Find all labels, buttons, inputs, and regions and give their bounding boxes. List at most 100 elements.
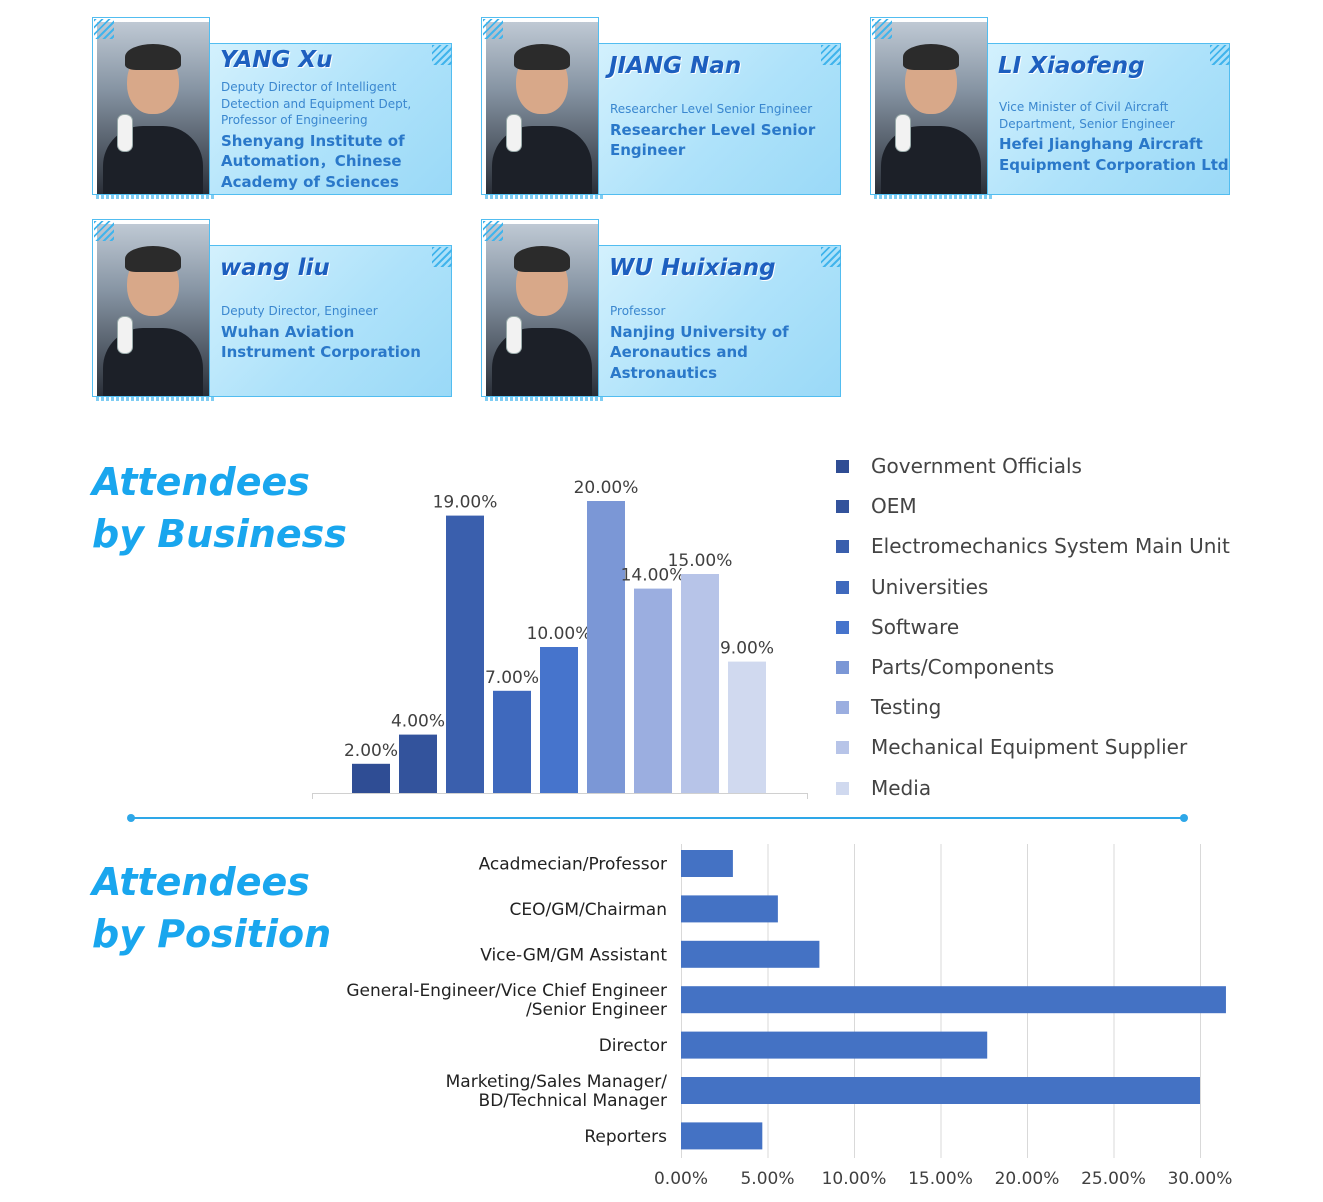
- corner-hatch-icon: [483, 19, 503, 39]
- tick-label: 25.00%: [1081, 1169, 1146, 1189]
- card-panel: [204, 43, 452, 195]
- decor-strip: [96, 397, 216, 401]
- bar: [681, 1122, 763, 1150]
- card-panel: [982, 43, 1230, 195]
- category-label: General-Engineer/Vice Chief Engineer: [346, 981, 667, 1001]
- legend-label: Universities: [871, 574, 989, 599]
- decor-strip: [485, 397, 605, 401]
- legend-swatch: [836, 781, 849, 795]
- bar: [399, 734, 437, 793]
- data-label: 9.00%: [720, 639, 774, 659]
- corner-hatch-icon: [1210, 45, 1230, 65]
- decor-strip: [874, 195, 994, 199]
- corner-hatch-icon: [94, 19, 114, 39]
- photo-hair: [514, 44, 570, 70]
- speaker-organization: Wuhan Aviation: [221, 322, 355, 341]
- category-label: BD/Technical Manager: [479, 1091, 667, 1111]
- corner-hatch-icon: [432, 45, 452, 65]
- legend-label: Software: [871, 614, 960, 639]
- data-label: 4.00%: [391, 712, 445, 732]
- speaker-role: Department, Senior Engineer: [999, 116, 1175, 131]
- speaker-card: YANG Xu Deputy Director of Intelligent Det…: [92, 17, 454, 201]
- category-label: CEO/GM/Chairman: [509, 900, 667, 920]
- business-bar-chart: 2.00% 4.00% 19.00% 7.00% 10.00% 20.00% 14.00%1…: [312, 478, 808, 799]
- legend-swatch: [836, 620, 849, 634]
- divider-dot-right: [1180, 814, 1188, 822]
- bar: [446, 515, 484, 793]
- speaker-role: Deputy Director, Engineer: [221, 304, 378, 318]
- speaker-role: Professor: [610, 304, 666, 318]
- speaker-photo: [97, 224, 209, 396]
- microphone-icon: [506, 114, 522, 152]
- speaker-role: Professor of Engineering: [221, 113, 368, 127]
- bar: [681, 895, 778, 923]
- position-bar-chart: 0.00% 5.00% 10.00% 15.00% 20.00% 25.00% 30.00%…: [346, 844, 1233, 1189]
- legend-swatch: [836, 580, 849, 594]
- data-label: 20.00%: [574, 478, 639, 498]
- photo-frame: [92, 219, 210, 397]
- bar: [540, 647, 578, 793]
- bar: [634, 588, 672, 793]
- legend-swatch: [836, 701, 849, 715]
- category-label: Marketing/Sales Manager/: [446, 1072, 668, 1092]
- card-panel: [204, 245, 452, 397]
- divider-dot-left: [127, 814, 135, 822]
- legend-swatch: [836, 500, 849, 514]
- speaker-card: LI Xiaofeng Vice Minister of Civil Aircra…: [870, 17, 1232, 201]
- bar: [681, 986, 1226, 1014]
- data-label: 19.00%: [433, 493, 498, 513]
- corner-hatch-icon: [821, 45, 841, 65]
- tick-label: 20.00%: [995, 1169, 1060, 1189]
- speaker-name: JIANG Nan: [609, 53, 742, 79]
- card-panel: [593, 43, 841, 195]
- legend-label: Electromechanics System Main Unit: [871, 534, 1230, 559]
- bar: [681, 1031, 988, 1059]
- photo-frame: [481, 219, 599, 397]
- bar: [681, 574, 719, 793]
- bar: [587, 501, 625, 793]
- speaker-name: WU Huixiang: [609, 255, 776, 281]
- speaker-role: Vice Minister of Civil Aircraft: [999, 100, 1169, 114]
- photo-hair: [514, 246, 570, 272]
- speaker-photo: [875, 22, 987, 194]
- microphone-icon: [117, 114, 133, 152]
- legend-label: Media: [871, 775, 932, 800]
- photo-hair: [903, 44, 959, 70]
- speaker-role: Deputy Director of Intelligent: [221, 80, 397, 94]
- speaker-organization: Nanjing University of: [610, 322, 789, 341]
- legend-label: Testing: [871, 695, 942, 720]
- position-section-title: Attendees by Position: [92, 856, 331, 960]
- legend-swatch: [836, 661, 849, 674]
- speaker-organization: Instrument Corporation: [221, 343, 421, 361]
- photo-hair: [125, 44, 181, 70]
- legend-label: Parts/Components: [871, 655, 1055, 679]
- tick-label: 30.00%: [1168, 1169, 1233, 1189]
- category-label: Acadmecian/Professor: [479, 855, 667, 875]
- speaker-card: WU Huixiang Professor Nanjing University o…: [481, 219, 843, 403]
- bar: [352, 763, 390, 793]
- legend-label: Government Officials: [871, 454, 1082, 478]
- position-title-line-2: by Position: [92, 912, 332, 956]
- tick-label: 0.00%: [654, 1169, 708, 1189]
- corner-hatch-icon: [432, 247, 452, 267]
- speaker-organization: Hefei Jianghang Aircraft: [999, 135, 1203, 153]
- speaker-card: wang liu Deputy Director, Engineer Wuhan A…: [92, 219, 454, 403]
- corner-hatch-icon: [94, 221, 114, 241]
- speaker-organization: Equipment Corporation Ltd: [999, 155, 1229, 174]
- photo-hair: [125, 246, 181, 272]
- speaker-photo: [486, 22, 598, 194]
- data-label: 10.00%: [527, 624, 592, 644]
- speaker-name: LI Xiaofeng: [998, 53, 1145, 79]
- legend-swatch: [836, 741, 849, 755]
- tick-label: 15.00%: [908, 1169, 973, 1189]
- legend-label: OEM: [871, 494, 917, 519]
- decor-strip: [96, 195, 216, 199]
- category-label: /Senior Engineer: [526, 1000, 667, 1020]
- speaker-photo: [486, 224, 598, 396]
- card-panel: [593, 245, 841, 397]
- bar: [728, 661, 766, 793]
- tick-label: 10.00%: [822, 1169, 887, 1189]
- corner-hatch-icon: [821, 247, 841, 267]
- photo-frame: [92, 17, 210, 195]
- speaker-name: wang liu: [220, 255, 330, 281]
